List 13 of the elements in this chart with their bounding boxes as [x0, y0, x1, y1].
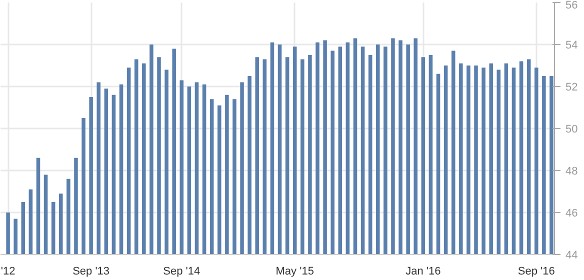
- y-tick-label: 48: [566, 166, 578, 178]
- y-tick-label: 44: [566, 250, 578, 262]
- x-tick-label: Sep '14: [163, 266, 200, 278]
- y-tick-label: 52: [566, 82, 578, 94]
- y-tick-label: 46: [566, 208, 578, 220]
- x-tick-label: May '15: [276, 266, 314, 278]
- x-tick-label: Sep '16: [518, 266, 555, 278]
- y-tick-label: 56: [566, 0, 578, 12]
- x-tick-label: '12: [0, 266, 16, 278]
- x-tick-label: Jan '16: [406, 266, 441, 278]
- x-tick-label: Sep '13: [72, 266, 110, 278]
- y-tick-label: 50: [566, 124, 578, 136]
- y-tick-label: 54: [566, 40, 578, 52]
